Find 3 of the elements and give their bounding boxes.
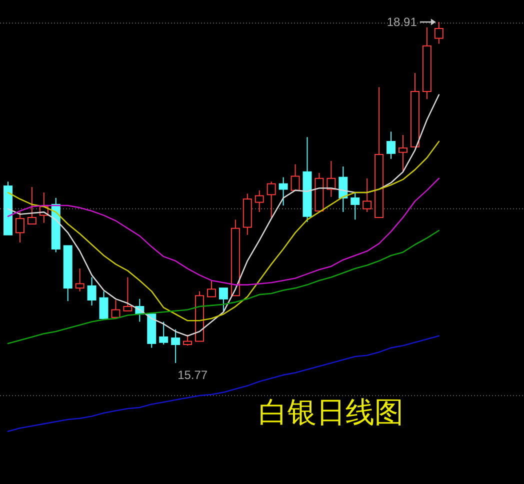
annotation: 18.91 xyxy=(386,15,418,29)
text: 15.77 xyxy=(178,368,208,382)
text: 白银日线图 xyxy=(258,395,404,429)
